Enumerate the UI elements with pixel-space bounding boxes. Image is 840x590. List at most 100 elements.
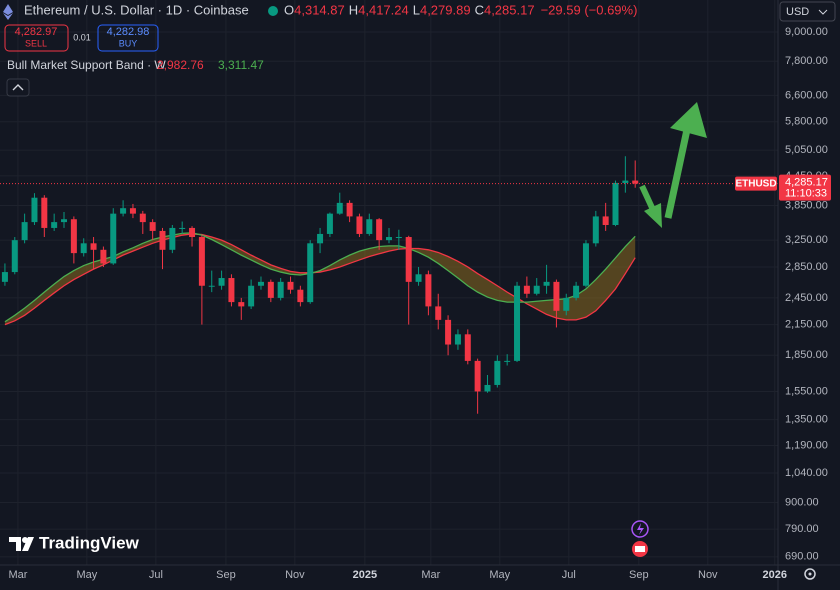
buy-label: BUY bbox=[119, 38, 138, 48]
band-line bbox=[4, 232, 636, 323]
y-tick-label: 3,250.00 bbox=[785, 234, 828, 246]
candle-body bbox=[533, 285, 540, 294]
candle-body bbox=[366, 219, 373, 234]
candle-body bbox=[208, 285, 215, 287]
candle-body bbox=[356, 216, 363, 234]
arrow-up-shaft bbox=[664, 124, 692, 219]
candle-body bbox=[159, 230, 166, 250]
candle-body bbox=[395, 237, 402, 239]
candle-body bbox=[592, 216, 599, 244]
candle-body bbox=[1, 272, 8, 282]
candle-body bbox=[169, 227, 176, 250]
candle-body bbox=[41, 197, 48, 228]
candle-body bbox=[31, 197, 38, 223]
logo-text[interactable]: TradingView bbox=[39, 533, 140, 552]
candle-body bbox=[514, 285, 521, 361]
arrow-down-head bbox=[644, 203, 662, 228]
symbol-tag bbox=[735, 176, 777, 191]
x-tick-label: Nov bbox=[698, 569, 718, 581]
band-line bbox=[4, 233, 636, 326]
event-flag bbox=[635, 546, 645, 552]
candle-body bbox=[454, 334, 461, 345]
candle-body bbox=[326, 213, 333, 234]
candle-body bbox=[51, 222, 58, 228]
candle-body bbox=[228, 278, 235, 303]
symbol-tag-label: ETHUSD bbox=[735, 178, 776, 189]
candle-body bbox=[494, 360, 501, 385]
y-tick-label: 1,850.00 bbox=[785, 349, 828, 361]
band-fill bbox=[4, 232, 636, 325]
x-tick-label: Jul bbox=[562, 569, 576, 581]
y-tick-label: 9,000.00 bbox=[785, 26, 828, 38]
candle-body bbox=[248, 285, 255, 307]
candle-body bbox=[346, 202, 353, 217]
collapse-button[interactable] bbox=[6, 78, 30, 97]
sell-button[interactable] bbox=[4, 24, 69, 52]
candle-body bbox=[563, 297, 570, 311]
candle-body bbox=[120, 208, 127, 214]
indicator-value: 2,982.76 bbox=[157, 58, 204, 72]
candle-body bbox=[287, 281, 294, 290]
candle-body bbox=[149, 222, 156, 231]
candle-body bbox=[602, 216, 609, 225]
candle-body bbox=[464, 334, 471, 361]
grid bbox=[0, 0, 778, 565]
candle-body bbox=[267, 281, 274, 298]
candle-body bbox=[21, 222, 28, 241]
candle-body bbox=[218, 278, 225, 286]
candle-body bbox=[425, 274, 432, 307]
candle-body bbox=[139, 213, 146, 223]
time-axis: Mar May Jul Sep Nov 2025 Mar May Jul Sep Nov 2026 bbox=[8, 569, 787, 581]
y-tick-label: 790.00 bbox=[785, 523, 819, 535]
candle-body bbox=[543, 281, 550, 286]
x-tick-label: Mar bbox=[8, 569, 27, 581]
candle-body bbox=[622, 180, 629, 183]
spread: 0.01 bbox=[73, 32, 91, 42]
settings-icon-center bbox=[808, 572, 812, 576]
buy-button[interactable] bbox=[97, 24, 159, 52]
currency-select[interactable] bbox=[779, 1, 836, 22]
currency-caret bbox=[818, 9, 828, 15]
y-tick-label: 3,850.00 bbox=[785, 199, 828, 211]
candle-body bbox=[179, 227, 186, 229]
ohlc-key: L bbox=[413, 2, 420, 17]
candle-body bbox=[386, 237, 392, 241]
arrow-up-head bbox=[670, 102, 707, 138]
candle-body bbox=[129, 208, 136, 214]
y-tick-label: 7,800.00 bbox=[785, 55, 828, 67]
candle-body bbox=[11, 240, 18, 273]
ohlc-key: O bbox=[284, 2, 294, 17]
symbol-title[interactable]: Ethereum / U.S. Dollar · 1D · Coinbase bbox=[24, 2, 249, 17]
y-tick-label: 2,850.00 bbox=[785, 261, 828, 273]
x-tick-label: Jul bbox=[149, 569, 163, 581]
candle-body bbox=[100, 249, 107, 264]
candle-body bbox=[405, 237, 412, 282]
ohlc-value: 4,279.89 bbox=[420, 2, 471, 17]
candle-body bbox=[80, 243, 87, 254]
y-tick-label: 6,600.00 bbox=[785, 89, 828, 101]
settings-icon[interactable] bbox=[804, 568, 816, 580]
y-tick-label: 900.00 bbox=[785, 496, 819, 508]
candle-body bbox=[61, 219, 68, 223]
candle-body bbox=[445, 319, 452, 345]
y-tick-label: 2,450.00 bbox=[785, 292, 828, 304]
indicator-value: 3,311.47 bbox=[218, 58, 264, 72]
y-tick-label: 690.00 bbox=[785, 551, 819, 563]
candle-body bbox=[336, 202, 343, 214]
candle-body bbox=[317, 233, 324, 244]
candle-body bbox=[297, 289, 304, 303]
candle-body bbox=[435, 306, 442, 320]
event-bolt bbox=[637, 523, 644, 535]
logo-dot bbox=[22, 537, 28, 543]
x-tick-label: May bbox=[489, 569, 510, 581]
ohlc: O 4,314.87 H 4,417.24 L 4,279.89 C 4,285.17 −29.… bbox=[284, 2, 637, 17]
x-tick-label: 2026 bbox=[763, 569, 787, 581]
x-tick-label: Nov bbox=[285, 569, 305, 581]
sell-label: SELL bbox=[25, 38, 47, 48]
candle-body bbox=[523, 285, 530, 294]
arrow-annotations bbox=[639, 102, 707, 228]
indicator-name[interactable]: Bull Market Support Band · W bbox=[7, 58, 166, 72]
candle-body bbox=[573, 285, 580, 298]
candle-body bbox=[110, 213, 117, 264]
